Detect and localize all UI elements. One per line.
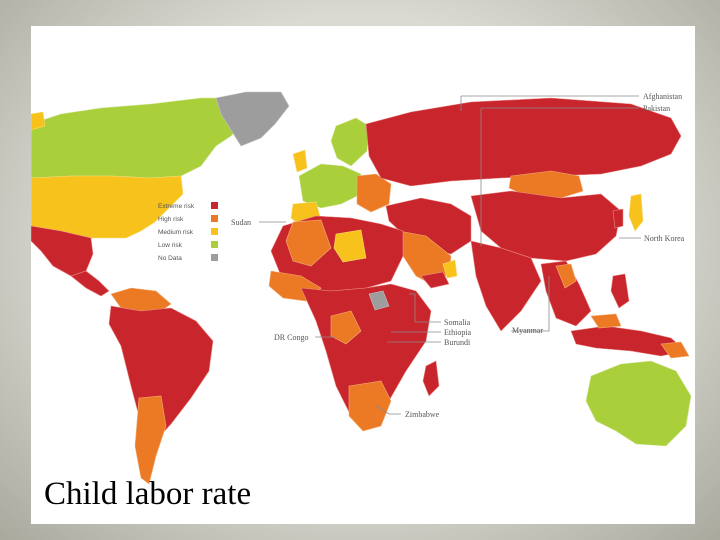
legend-swatch-low bbox=[211, 241, 218, 248]
callout-line-somalia bbox=[409, 293, 441, 323]
region-canada bbox=[31, 97, 247, 179]
region-morocco-algeria bbox=[285, 219, 332, 267]
callout-line-afghanistan bbox=[460, 95, 639, 111]
callout-north-korea: North Korea bbox=[644, 234, 685, 243]
legend-swatch-extreme bbox=[211, 202, 218, 209]
legend-swatch-medium bbox=[211, 228, 218, 235]
region-uk bbox=[292, 149, 308, 173]
region-south-sudan bbox=[368, 290, 390, 311]
region-mongolia bbox=[508, 170, 584, 199]
region-scandinavia bbox=[330, 117, 370, 167]
region-oman bbox=[442, 259, 458, 279]
slide: Afghanistan Pakistan North Korea Myanmar… bbox=[31, 26, 695, 524]
region-central-america bbox=[70, 270, 110, 297]
callout-line-myanmar bbox=[511, 276, 550, 332]
legend-swatch-high bbox=[211, 215, 218, 222]
region-greenland bbox=[215, 91, 290, 147]
legend: Extreme risk High risk Medium risk Low r… bbox=[158, 202, 218, 262]
region-korea bbox=[612, 208, 624, 229]
region-western-europe bbox=[298, 163, 362, 209]
region-middle-east bbox=[385, 197, 472, 255]
region-libya bbox=[333, 229, 367, 263]
callout-pakistan: Pakistan bbox=[643, 104, 670, 113]
region-russia bbox=[365, 97, 682, 187]
region-yemen bbox=[420, 271, 450, 289]
callout-burundi: Burundi bbox=[444, 338, 471, 347]
region-china bbox=[470, 190, 622, 262]
region-papua bbox=[660, 341, 690, 359]
world-map: Afghanistan Pakistan North Korea Myanmar… bbox=[31, 91, 692, 485]
legend-label-high: High risk bbox=[158, 216, 184, 223]
region-south-america bbox=[108, 305, 214, 447]
region-south-asia bbox=[470, 240, 542, 332]
callout-line-pakistan bbox=[480, 107, 639, 246]
region-alaska bbox=[31, 111, 46, 131]
region-eastern-europe bbox=[356, 173, 392, 213]
region-australia bbox=[585, 360, 692, 447]
region-japan bbox=[628, 193, 644, 232]
legend-label-medium: Medium risk bbox=[158, 229, 194, 236]
callout-myanmar: Myanmar bbox=[512, 326, 543, 335]
callout-dr-congo: DR Congo bbox=[274, 333, 308, 342]
region-philippines bbox=[610, 273, 630, 309]
callout-line-zimbabwe bbox=[375, 405, 401, 415]
slide-title: Child labor rate bbox=[44, 476, 252, 512]
region-argentina bbox=[134, 395, 167, 485]
legend-label-low: Low risk bbox=[158, 242, 183, 249]
region-madagascar bbox=[422, 360, 440, 397]
callout-ethiopia: Ethiopia bbox=[444, 328, 472, 337]
region-thailand bbox=[555, 263, 577, 289]
callout-somalia: Somalia bbox=[444, 318, 471, 327]
region-southern-africa bbox=[348, 380, 392, 432]
region-drc bbox=[330, 310, 362, 345]
callout-afghanistan: Afghanistan bbox=[643, 92, 682, 101]
legend-label-nodata: No Data bbox=[158, 255, 182, 262]
callout-sudan: Sudan bbox=[231, 218, 251, 227]
legend-label-extreme: Extreme risk bbox=[158, 203, 195, 210]
legend-swatch-nodata bbox=[211, 254, 218, 261]
callout-zimbabwe: Zimbabwe bbox=[405, 410, 440, 419]
region-malaysia bbox=[590, 313, 622, 329]
